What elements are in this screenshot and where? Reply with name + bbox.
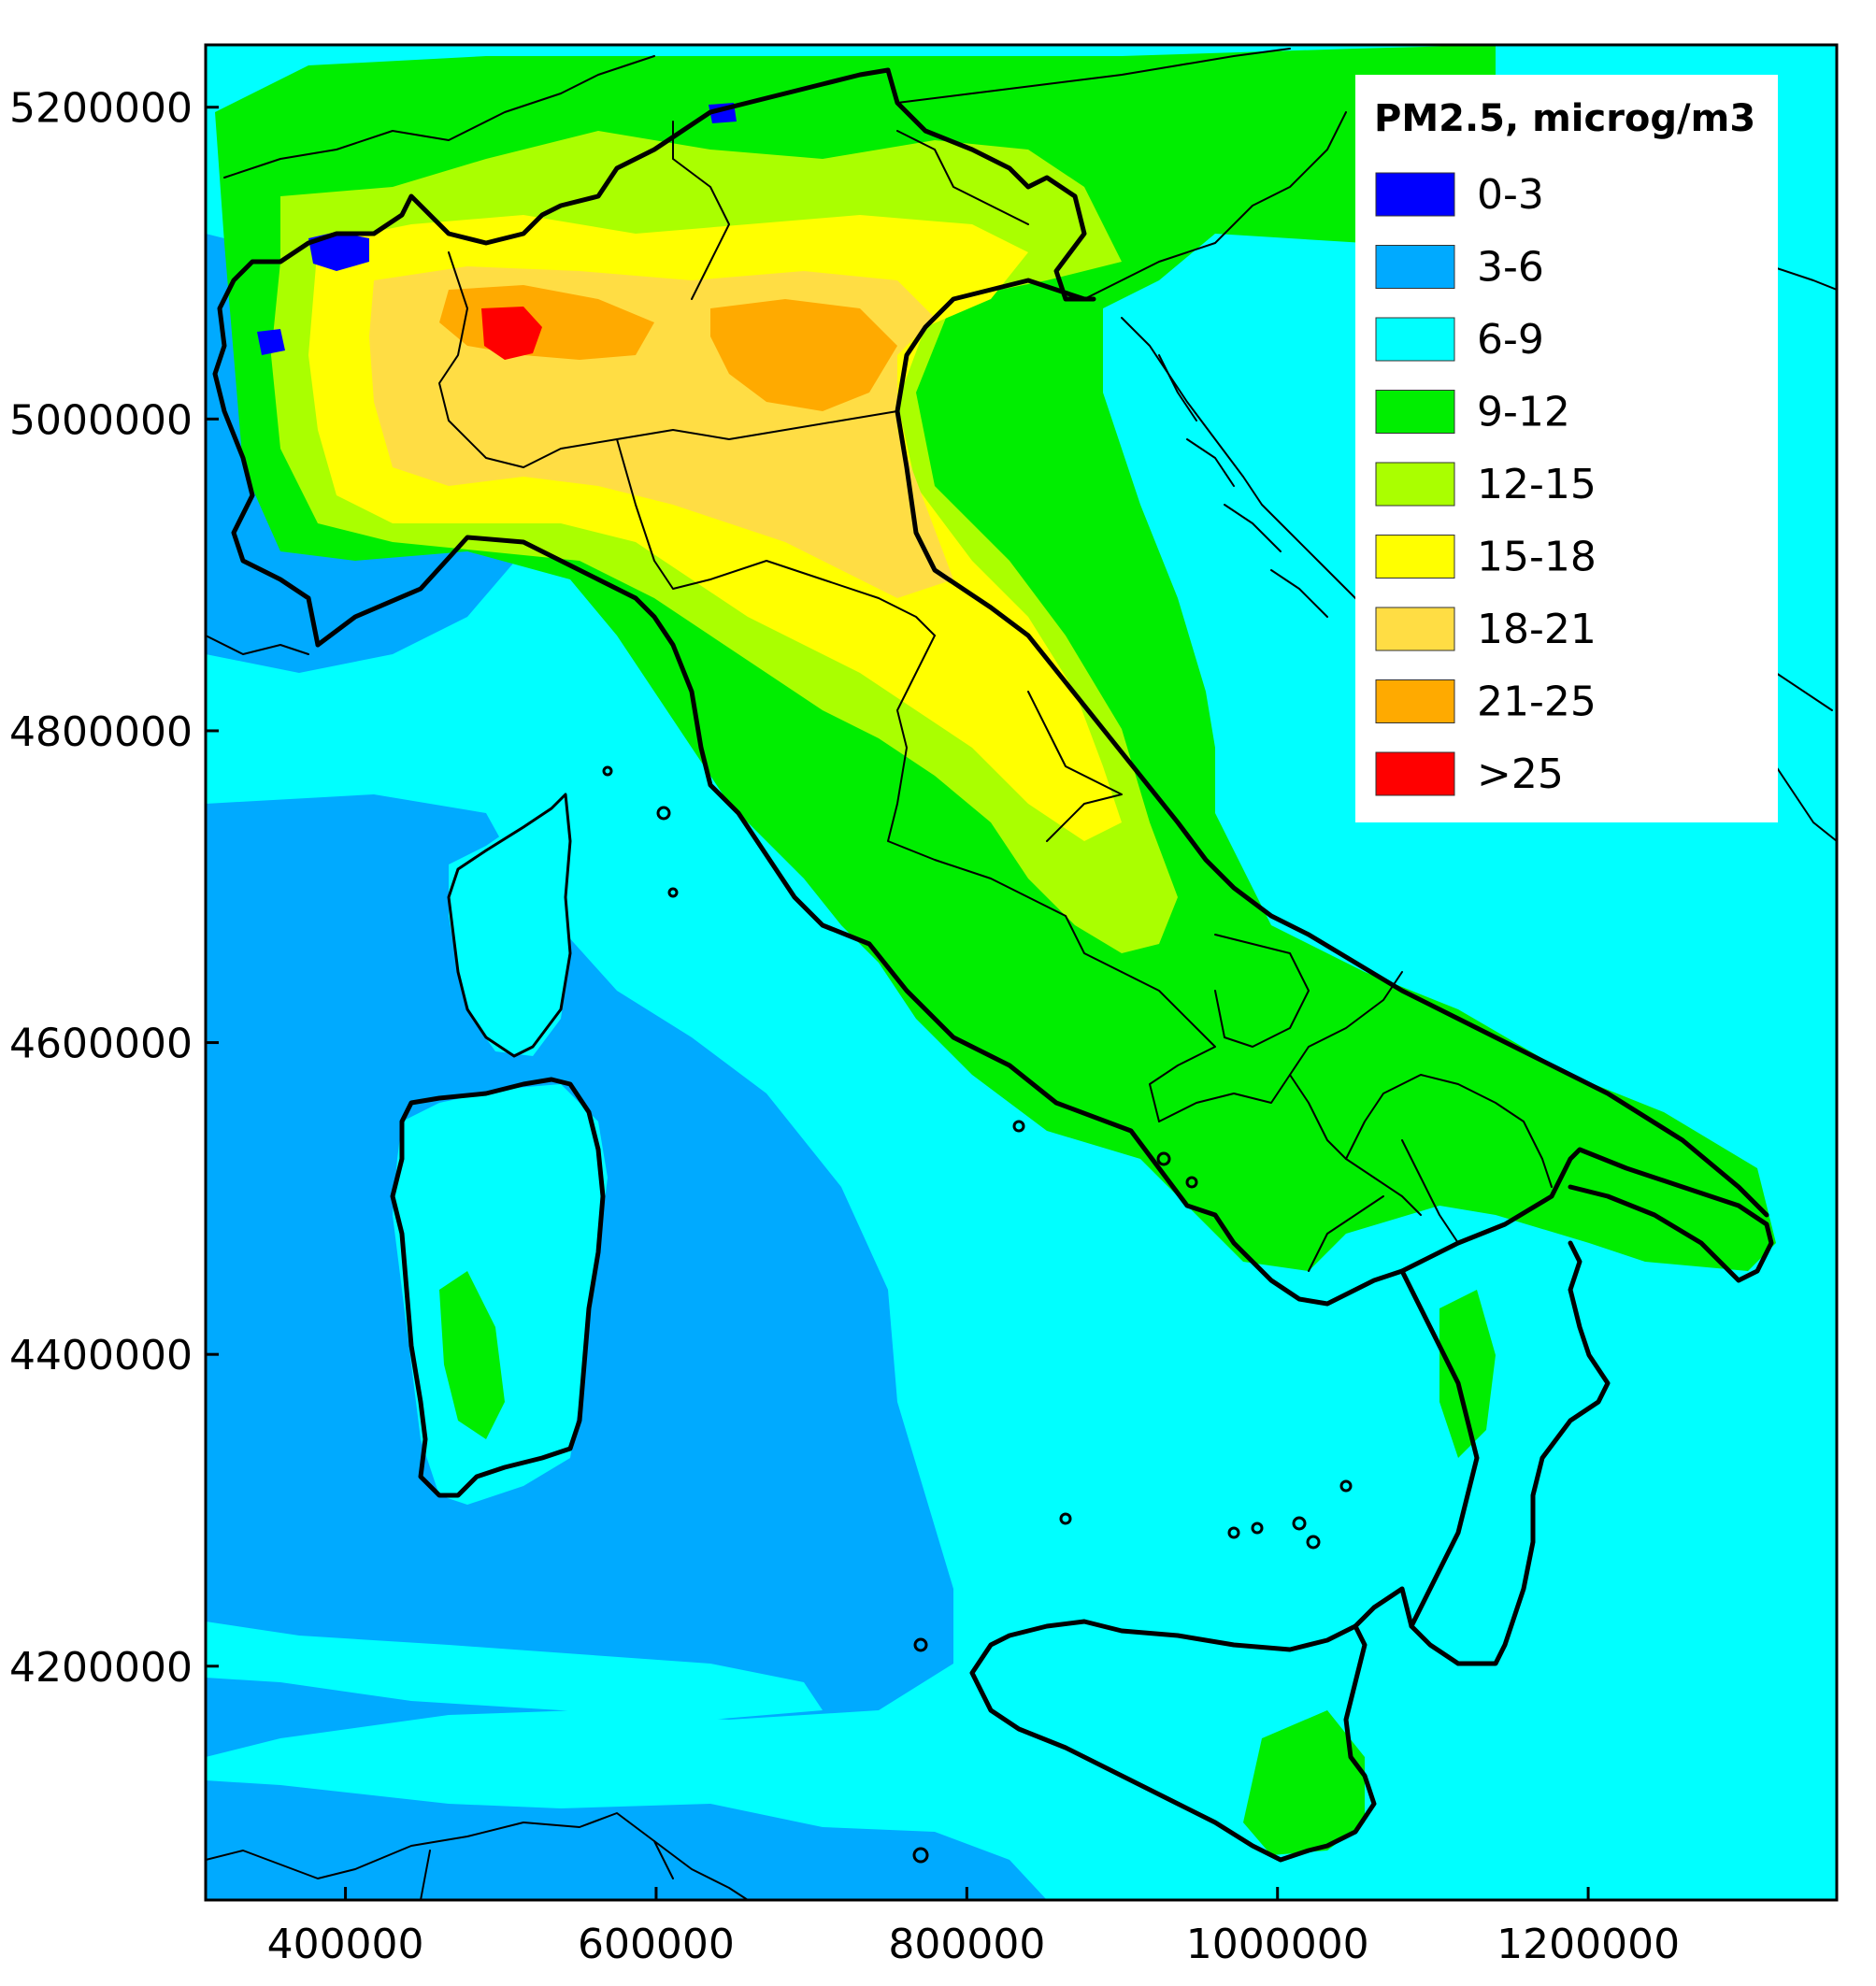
regional-border-12	[1345, 1074, 1553, 1188]
legend-label: 0-3	[1477, 171, 1544, 219]
regional-border-13	[1308, 1195, 1384, 1272]
croatia-islands	[1158, 354, 1328, 618]
legend-swatch	[1375, 172, 1455, 217]
island-capri	[1185, 1176, 1198, 1189]
legend-label: 18-21	[1477, 606, 1597, 653]
plot-frame	[204, 43, 1839, 1902]
regional-border-8	[1121, 971, 1216, 1122]
legend-title: PM2.5, microg/m3	[1374, 97, 1755, 140]
regional-border-1	[438, 251, 524, 468]
x-tick-label: 800000	[888, 1921, 1045, 1968]
regional-border-5	[896, 130, 1029, 225]
foreign-border-switzerland	[223, 55, 655, 179]
island-salina	[1292, 1516, 1307, 1531]
field-sardinia-9-12	[439, 1271, 505, 1439]
legend-swatch	[1375, 535, 1455, 579]
x-tick-label: 400000	[267, 1921, 424, 1968]
corsica-coastline	[447, 793, 572, 1058]
sicily-strait-calabria	[1353, 1586, 1414, 1629]
legend-label: 15-18	[1477, 534, 1597, 581]
island-giglio	[667, 887, 679, 898]
legend-swatch	[1375, 679, 1455, 723]
legend-label: >25	[1477, 750, 1564, 798]
island-ponza	[1012, 1120, 1025, 1133]
legend-label: 3-6	[1477, 244, 1544, 292]
island-ischia	[1156, 1151, 1171, 1166]
island-ustica	[1059, 1512, 1072, 1525]
field-21-25-veneto	[710, 299, 897, 411]
field-25-plus	[481, 307, 542, 360]
regional-border-14	[1401, 1139, 1459, 1244]
regional-border-6	[887, 635, 1123, 973]
field-sardinia-6-9	[393, 1084, 608, 1505]
island-alicudi	[1227, 1526, 1240, 1539]
x-tick-label: 1000000	[1186, 1921, 1369, 1968]
field-0-3-alps-west	[308, 232, 369, 271]
legend: PM2.5, microg/m3 0-3 3-6 6-9 9-12 12-15 15-18…	[1355, 75, 1778, 822]
italy-coastline-tyrrhenian-south	[1399, 1240, 1611, 1666]
legend-label: 6-9	[1477, 316, 1544, 364]
regional-border-7	[1027, 691, 1123, 842]
y-tick-label: 4600000	[9, 1021, 193, 1068]
y-tick-label: 4800000	[9, 708, 193, 756]
x-tick-label: 1200000	[1497, 1921, 1680, 1968]
boundaries	[206, 48, 1837, 1900]
sardinia-coastline	[390, 1077, 606, 1498]
italy-coastline-north	[315, 535, 1774, 1307]
france-border	[206, 635, 309, 655]
field-sicily-9-12	[1243, 1710, 1365, 1855]
italy-border-alps	[212, 67, 1096, 648]
legend-swatch	[1375, 390, 1455, 434]
y-tick-label: 5200000	[9, 85, 193, 133]
sicily-coastline	[969, 1619, 1377, 1863]
y-tick-label: 4200000	[9, 1644, 193, 1692]
foreign-border-slovenia	[1083, 111, 1347, 300]
field-0-3-alps-aosta	[257, 329, 285, 355]
regional-border-9	[1214, 934, 1310, 1048]
italy-coastline-adriatic	[895, 278, 1769, 1218]
legend-label: 12-15	[1477, 461, 1597, 508]
regional-border-2	[523, 410, 898, 468]
legend-label: 9-12	[1477, 389, 1570, 436]
field-corsica-6-9	[449, 804, 570, 1056]
legend-swatch	[1375, 751, 1455, 796]
north-africa-coast	[206, 1812, 749, 1900]
island-lipari	[1306, 1535, 1321, 1550]
island-egadi	[913, 1637, 928, 1652]
legend-label: 21-25	[1477, 679, 1597, 726]
island-filicudi	[1251, 1522, 1264, 1535]
y-axis: 5200000 5000000 4800000 4600000 4400000 42000…	[9, 85, 219, 1692]
legend-swatch	[1375, 462, 1455, 507]
legend-swatch	[1375, 607, 1455, 651]
x-axis: 400000 600000 800000 1000000 1200000	[267, 1887, 1680, 1968]
legend-swatch	[1375, 245, 1455, 289]
island-elba	[656, 806, 671, 821]
island-stromboli	[1339, 1479, 1353, 1493]
y-tick-label: 5000000	[9, 396, 193, 444]
legend-items: 0-3 3-6 6-9 9-12 12-15 15-18 18-21 21-25 >25	[1375, 171, 1597, 798]
y-tick-label: 4400000	[9, 1332, 193, 1379]
foreign-border-austria	[896, 48, 1291, 104]
north-africa-border	[420, 1840, 674, 1900]
island-pantelleria	[912, 1847, 929, 1864]
x-tick-label: 600000	[578, 1921, 735, 1968]
field-calabria-9-12	[1439, 1290, 1496, 1458]
field-6-9-south-sea	[206, 1622, 823, 1720]
island-capraia	[602, 765, 613, 777]
legend-swatch	[1375, 317, 1455, 362]
regional-border-4	[672, 121, 730, 300]
regional-border-3	[616, 438, 936, 636]
